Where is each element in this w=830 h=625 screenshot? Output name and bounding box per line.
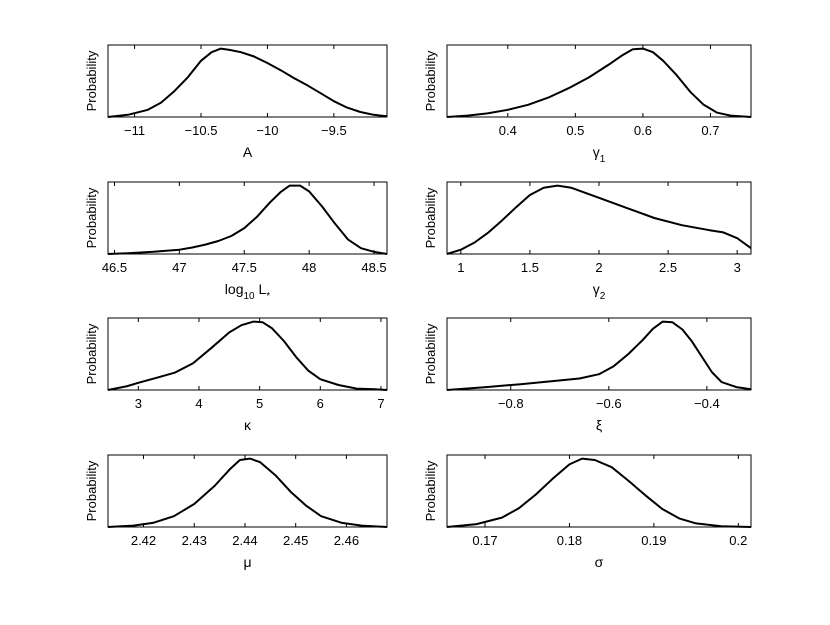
y-axis-label: Probability: [84, 187, 99, 248]
x-axis-label: ξ: [596, 417, 602, 433]
y-axis-label: Probability: [84, 50, 99, 111]
y-axis-label: Probability: [423, 50, 438, 111]
x-tick-label: 3: [135, 396, 142, 411]
x-axis-label: A: [243, 144, 253, 160]
density-curve: [446, 47, 752, 118]
x-tick-label: 1: [457, 260, 464, 275]
axes-box: [107, 181, 388, 255]
x-tick-label: 0.5: [566, 123, 584, 138]
x-axis-label: κ: [244, 417, 252, 433]
x-tick-label: 2.44: [232, 533, 257, 548]
x-tick-label: 3: [734, 260, 741, 275]
x-tick-label: −0.4: [694, 396, 720, 411]
x-tick-label: −10: [256, 123, 278, 138]
x-tick-label: 0.7: [701, 123, 719, 138]
x-axis-label-main: γ: [593, 144, 600, 160]
subplot-2: 0.4 0.5 0.6 0.7 Probability γ1: [423, 44, 752, 165]
axes-box: [446, 44, 752, 118]
x-axis-label-main: ξ: [596, 417, 602, 433]
x-tick-label: 0.19: [641, 533, 666, 548]
x-tick-label: 0.17: [472, 533, 497, 548]
subplot-8: 0.17 0.18 0.19 0.2 Probability σ: [423, 454, 752, 570]
x-tick-label: 46.5: [102, 260, 127, 275]
x-axis-label-tail: L: [255, 281, 267, 297]
x-axis-label: σ: [595, 554, 604, 570]
x-tick-label: −10.5: [185, 123, 218, 138]
density-curve: [107, 320, 388, 391]
subplot-5: 3 4 5 6 7 Probability κ: [84, 317, 388, 433]
axes-box: [107, 44, 388, 118]
x-tick-label: 0.18: [557, 533, 582, 548]
density-curve: [107, 47, 388, 118]
x-tick-label: −9.5: [321, 123, 347, 138]
y-axis-label: Probability: [84, 460, 99, 521]
x-axis-label-main: κ: [244, 417, 252, 433]
density-curve: [446, 184, 752, 255]
x-tick-label: 2.42: [131, 533, 156, 548]
subplot-3: 46.5 47 47.5 48 48.5 Probability log10 L*: [84, 181, 388, 302]
x-tick-label: 6: [317, 396, 324, 411]
density-curve: [446, 320, 752, 391]
x-tick-label: 0.2: [729, 533, 747, 548]
x-axis-label-main: μ: [243, 554, 251, 570]
x-tick-label: 2.5: [659, 260, 677, 275]
axes-box: [107, 454, 388, 528]
axes-box: [446, 454, 752, 528]
x-tick-label: 47: [172, 260, 186, 275]
x-axis-label-main: A: [243, 144, 253, 160]
x-axis-label-main: log: [225, 281, 244, 297]
x-tick-label: 48.5: [361, 260, 386, 275]
x-axis-label: γ1: [593, 144, 606, 165]
x-axis-label-tail-subscript: *: [266, 291, 270, 302]
x-tick-label: 2.46: [334, 533, 359, 548]
subplot-1: −11 −10.5 −10 −9.5 Probability A: [84, 44, 388, 160]
x-axis-label: γ2: [593, 281, 606, 302]
density-curve: [107, 184, 388, 255]
x-axis-label-subscript: 2: [600, 291, 606, 302]
x-axis-label-subscript: 10: [243, 291, 255, 302]
x-tick-label: 0.4: [499, 123, 517, 138]
y-axis-label: Probability: [423, 323, 438, 384]
x-axis-label-main: γ: [593, 281, 600, 297]
x-tick-label: −11: [124, 123, 145, 138]
x-tick-label: 0.6: [634, 123, 652, 138]
axes-box: [446, 181, 752, 255]
x-tick-label: 7: [377, 396, 384, 411]
x-axis-label: log10 L*: [225, 281, 271, 302]
axes-box: [107, 317, 388, 391]
x-tick-label: 5: [256, 396, 263, 411]
y-axis-label: Probability: [423, 460, 438, 521]
density-curve: [446, 457, 752, 528]
x-tick-label: 1.5: [521, 260, 539, 275]
density-curve: [107, 457, 388, 528]
x-tick-label: 2: [595, 260, 602, 275]
axes-box: [446, 317, 752, 391]
x-tick-label: −0.8: [498, 396, 524, 411]
x-tick-label: 4: [195, 396, 202, 411]
x-axis-label-main: σ: [595, 554, 604, 570]
x-axis-label-subscript: 1: [600, 154, 606, 165]
x-tick-label: −0.6: [596, 396, 622, 411]
x-tick-label: 2.43: [182, 533, 207, 548]
x-tick-label: 2.45: [283, 533, 308, 548]
y-axis-label: Probability: [84, 323, 99, 384]
y-axis-label: Probability: [423, 187, 438, 248]
x-tick-label: 48: [302, 260, 316, 275]
subplot-7: 2.42 2.43 2.44 2.45 2.46 Probability μ: [84, 454, 388, 570]
x-tick-label: 47.5: [232, 260, 257, 275]
subplot-6: −0.8 −0.6 −0.4 Probability ξ: [423, 317, 752, 433]
x-axis-label: μ: [243, 554, 251, 570]
